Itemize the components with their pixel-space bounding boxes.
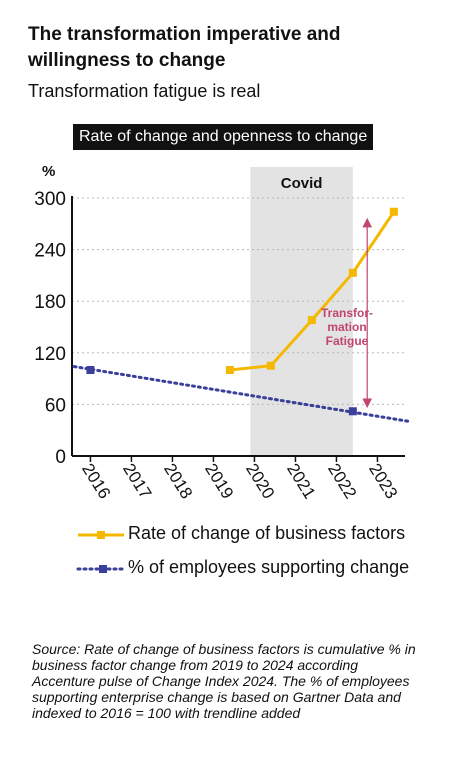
x-tick-label: 2016 [78, 460, 114, 502]
chart-banner: Rate of change and openness to change [73, 124, 374, 150]
data-point-business-factors [348, 268, 357, 277]
y-tick-label: 120 [34, 344, 66, 365]
data-point-business-factors [266, 361, 275, 370]
x-tick-label: 2019 [201, 460, 237, 502]
x-tick-label: 2021 [283, 460, 319, 502]
y-tick-label: 0 [55, 447, 66, 468]
legend-label: % of employees supporting change [128, 557, 410, 577]
x-tick-label: 2018 [160, 460, 196, 502]
source-note: Source: Rate of change of business facto… [32, 641, 416, 721]
data-point-business-factors [225, 366, 234, 374]
data-point-employees [348, 407, 357, 416]
legend-label: Rate of change of business factors [128, 523, 406, 543]
trendline-employees [72, 365, 412, 424]
fatigue-label: Fatigue [326, 334, 369, 348]
y-tick-label: 180 [34, 292, 66, 313]
data-point-business-factors [307, 316, 316, 325]
fatigue-label: Transfor- [321, 306, 373, 320]
covid-label: Covid [281, 175, 323, 192]
legend-item: Rate of change of business factors [76, 520, 436, 546]
y-tick-label: 300 [34, 189, 66, 210]
legend-item: % of employees supporting change [76, 554, 436, 580]
fatigue-label: mation [327, 320, 366, 334]
page-subtitle: Transformation fatigue is real [28, 81, 261, 101]
y-tick-label: 60 [45, 395, 66, 416]
data-point-employees [86, 366, 95, 374]
x-tick-label: 2023 [365, 460, 401, 502]
x-tick-label: 2017 [119, 460, 155, 502]
page-title: The transformation imperative and willin… [28, 24, 341, 71]
data-point-business-factors [389, 207, 398, 216]
legend-swatch [76, 565, 126, 573]
legend-swatch [78, 531, 124, 539]
y-tick-label: 240 [34, 241, 66, 262]
x-tick-label: 2020 [242, 460, 278, 502]
y-axis-label: % [42, 163, 55, 180]
x-tick-label: 2022 [324, 460, 360, 502]
chart-legend: Rate of change of business factors % of e… [76, 520, 436, 588]
covid-region [250, 167, 353, 456]
